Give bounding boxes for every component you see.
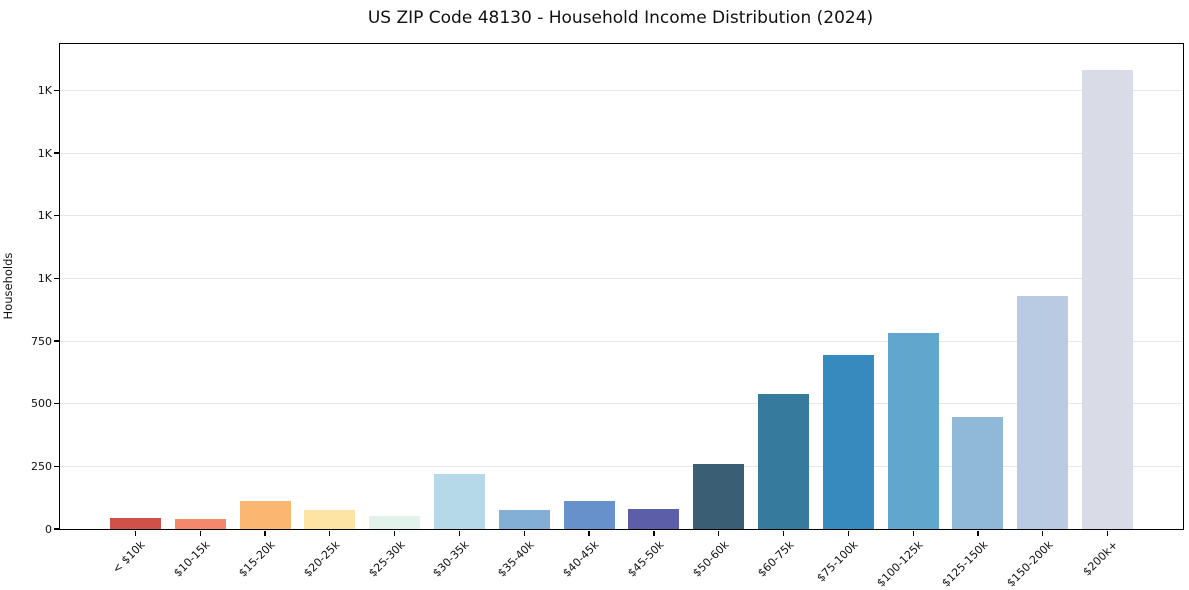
bar-20-25k <box>304 510 356 529</box>
x-tick-label: $75-100k <box>814 538 861 585</box>
x-tick-label: $45-50k <box>625 538 667 580</box>
gridline <box>60 403 1183 405</box>
x-tick-label: $15-20k <box>236 538 278 580</box>
y-tick-label: 1K <box>37 83 52 97</box>
bar-150-200k <box>1017 296 1069 529</box>
x-tick-label: $30-35k <box>430 538 472 580</box>
gridline <box>60 89 1183 91</box>
bar-100-125k <box>887 332 939 529</box>
bar-15-20k <box>239 501 291 529</box>
gridline <box>60 340 1183 342</box>
gridline <box>60 277 1183 279</box>
y-tick-mark <box>53 89 59 92</box>
y-tick-label: 750 <box>31 334 52 348</box>
x-tick-label: $125-150k <box>939 538 991 590</box>
bar-200k <box>1082 69 1134 529</box>
y-tick-mark <box>53 152 59 154</box>
bar-10k <box>109 518 161 529</box>
bar-35-40k <box>498 510 550 529</box>
x-tick-mark <box>1106 530 1109 536</box>
x-tick-label: $20-25k <box>301 538 343 580</box>
y-tick-mark <box>53 215 59 217</box>
y-tick-label: 1K <box>37 209 52 223</box>
x-tick-mark <box>1042 530 1044 536</box>
x-tick-label: $200k+ <box>1080 538 1121 579</box>
y-tick-label: 1K <box>37 146 52 160</box>
bar-50-60k <box>693 464 745 529</box>
y-tick-mark <box>53 340 59 342</box>
x-tick-mark <box>847 530 849 536</box>
x-tick-mark <box>523 530 525 536</box>
bar-45-50k <box>628 508 680 529</box>
y-axis-label: Households <box>1 252 15 320</box>
bar-40-45k <box>563 501 615 529</box>
x-tick-mark <box>329 530 331 536</box>
x-tick-mark <box>394 530 396 536</box>
x-tick-label: < $10k <box>110 538 148 576</box>
x-tick-label: $35-40k <box>495 538 537 580</box>
x-tick-mark <box>718 530 720 536</box>
y-tick-label: 500 <box>31 397 52 411</box>
x-tick-mark <box>199 530 201 536</box>
y-tick-mark <box>53 528 59 530</box>
gridline <box>60 465 1183 467</box>
x-tick-label: $10-15k <box>171 538 213 580</box>
bar-10-15k <box>174 519 226 529</box>
y-tick-mark <box>53 403 59 405</box>
y-tick-mark <box>53 465 59 467</box>
x-tick-label: $25-30k <box>365 538 408 580</box>
gridline <box>60 215 1183 217</box>
y-tick-mark <box>53 277 59 279</box>
x-tick-mark <box>588 530 590 536</box>
plot-area: 0 250 500 750 1K 1K 1K 1K < $10k $10-15k $15-20k $… <box>31 43 1184 589</box>
bar-75-100k <box>822 354 874 529</box>
chart-title: US ZIP Code 48130 - Household Income Dis… <box>367 8 874 28</box>
y-tick-label: 1K <box>37 271 52 285</box>
bar-125-150k <box>952 416 1004 529</box>
x-tick-label: $50-60k <box>689 538 732 580</box>
x-tick-mark <box>458 530 461 536</box>
x-tick-mark <box>912 530 914 536</box>
x-tick-label: $150-200k <box>1004 538 1056 590</box>
x-tick-mark <box>264 530 266 536</box>
x-tick-mark <box>977 530 979 536</box>
x-tick-mark <box>653 530 655 536</box>
x-tick-label: $100-125k <box>874 538 926 590</box>
x-tick-label: $60-75k <box>754 538 797 580</box>
y-tick-label: 250 <box>31 459 52 473</box>
bar-25-30k <box>369 515 421 529</box>
y-tick-label: 0 <box>45 522 52 536</box>
bar-60-75k <box>758 394 810 529</box>
gridline <box>60 152 1183 154</box>
x-tick-mark <box>782 530 785 536</box>
bar-30-35k <box>433 473 485 529</box>
x-tick-label: $40-45k <box>560 538 602 580</box>
x-tick-mark <box>134 530 137 536</box>
